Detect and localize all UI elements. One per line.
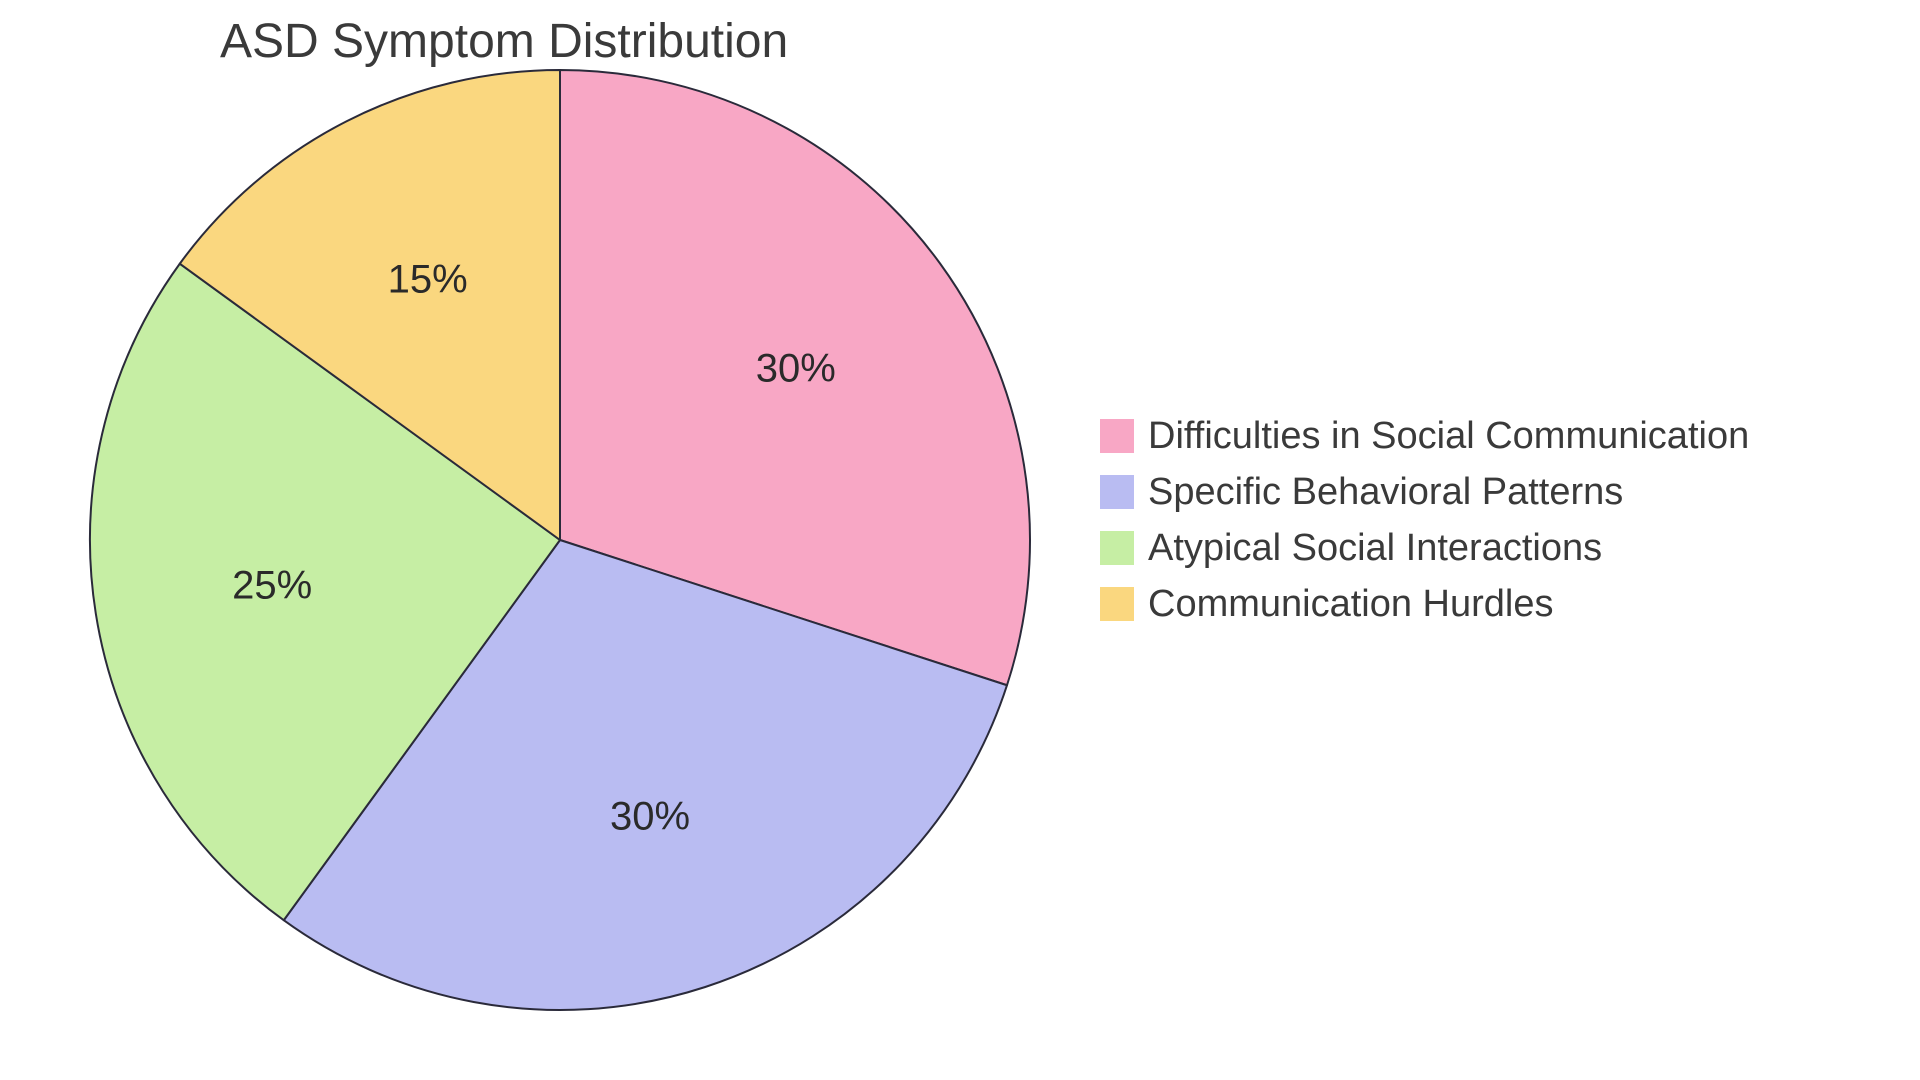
- slice-percent-label: 25%: [232, 563, 312, 608]
- legend-label: Communication Hurdles: [1148, 583, 1554, 626]
- pie-svg: [86, 66, 1034, 1014]
- legend: Difficulties in Social Communication Spec…: [1100, 410, 1749, 634]
- slice-percent-label: 30%: [610, 795, 690, 840]
- chart-container: ASD Symptom Distribution Difficulties in…: [0, 0, 1920, 1080]
- legend-item: Specific Behavioral Patterns: [1100, 466, 1749, 518]
- pie-chart: [86, 66, 1034, 1014]
- legend-item: Communication Hurdles: [1100, 578, 1749, 630]
- legend-label: Specific Behavioral Patterns: [1148, 471, 1623, 514]
- legend-swatch: [1100, 587, 1134, 621]
- legend-label: Atypical Social Interactions: [1148, 527, 1602, 570]
- legend-swatch: [1100, 475, 1134, 509]
- slice-percent-label: 30%: [756, 346, 836, 391]
- legend-label: Difficulties in Social Communication: [1148, 415, 1749, 458]
- chart-title: ASD Symptom Distribution: [220, 14, 788, 69]
- legend-item: Atypical Social Interactions: [1100, 522, 1749, 574]
- slice-percent-label: 15%: [388, 258, 468, 303]
- legend-swatch: [1100, 419, 1134, 453]
- legend-swatch: [1100, 531, 1134, 565]
- legend-item: Difficulties in Social Communication: [1100, 410, 1749, 462]
